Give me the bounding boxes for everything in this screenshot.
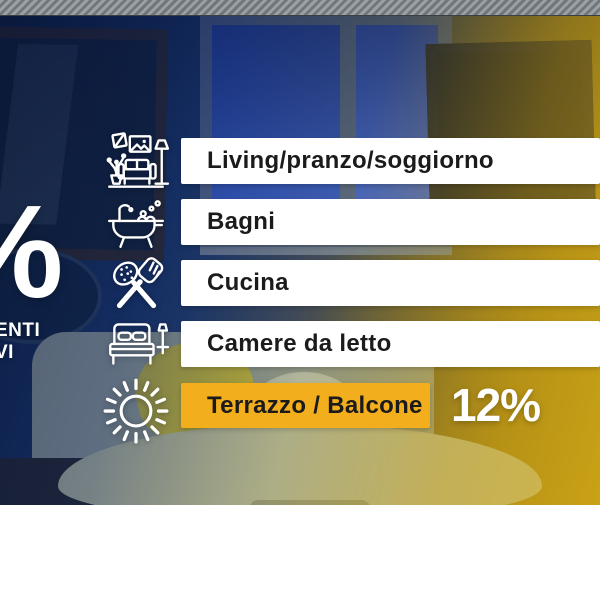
- sun-icon: [97, 371, 175, 447]
- category-label: Cucina: [207, 269, 289, 296]
- category-bar-terrazzo-highlighted: Terrazzo / Balcone: [181, 383, 430, 428]
- left-caption-line-2: VI: [0, 341, 14, 363]
- big-percent-symbol: %: [0, 186, 63, 318]
- category-bar-cucina: Cucina: [181, 260, 600, 306]
- bottom-white-strip: [0, 505, 600, 600]
- category-label: Living/pranzo/soggiorno: [207, 147, 494, 174]
- striped-top-band: [0, 0, 600, 16]
- living-room-icon: [97, 126, 175, 196]
- category-label: Terrazzo / Balcone: [207, 391, 423, 419]
- bed-icon: [97, 315, 175, 375]
- category-bar-bagni: Bagni: [181, 199, 600, 245]
- category-label: Bagni: [207, 208, 276, 235]
- category-bar-camere: Camere da letto: [181, 321, 600, 367]
- bathtub-icon: [97, 191, 175, 255]
- kitchen-utensils-icon: [97, 254, 175, 320]
- percentage-value: 12%: [451, 379, 541, 431]
- category-bar-living: Living/pranzo/soggiorno: [181, 138, 600, 184]
- left-caption-line-1: ENTI: [0, 320, 41, 341]
- category-label: Camere da letto: [207, 330, 392, 357]
- left-caption: ENTI VI: [0, 320, 40, 363]
